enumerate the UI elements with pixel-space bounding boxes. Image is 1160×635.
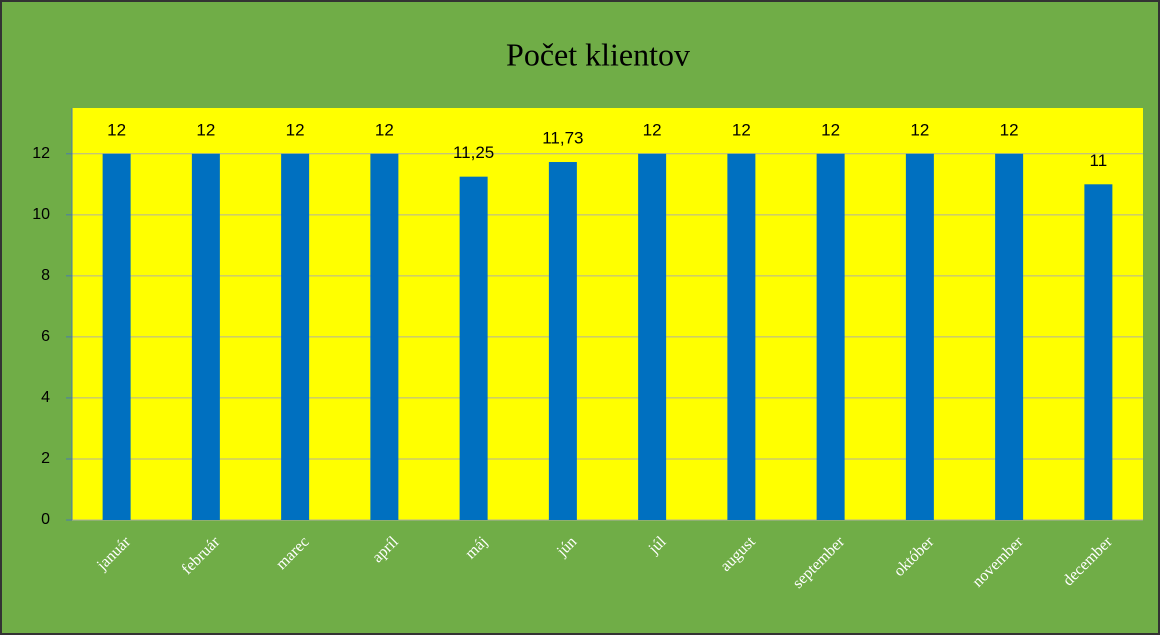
data-label: 11 [1090, 151, 1108, 170]
data-label: 12 [375, 120, 394, 139]
data-label: 12 [286, 120, 305, 139]
data-label: 12 [821, 120, 840, 139]
plot-area [72, 108, 1143, 520]
bar [816, 153, 845, 520]
data-label: 12 [107, 120, 126, 139]
data-label: 12 [1000, 120, 1019, 139]
data-label: 11,25 [453, 143, 494, 162]
data-label: 11,73 [542, 129, 583, 148]
bar [459, 176, 488, 520]
y-tick-label: 4 [41, 389, 50, 406]
y-tick-label: 8 [41, 267, 50, 284]
bar [191, 153, 220, 520]
bar [548, 162, 577, 521]
data-label: 12 [196, 120, 215, 139]
bar [995, 153, 1024, 520]
y-tick-label: 2 [41, 450, 50, 467]
y-tick-label: 6 [41, 328, 50, 345]
bar [281, 153, 310, 520]
bar [370, 153, 399, 520]
y-tick-label: 12 [32, 145, 50, 162]
bar [102, 153, 131, 520]
data-label: 12 [643, 120, 662, 139]
data-label: 12 [732, 120, 751, 139]
y-tick-label: 0 [41, 511, 50, 528]
bar [1084, 184, 1113, 520]
chart-title: Počet klientov [506, 36, 690, 72]
y-tick-label: 10 [32, 206, 50, 223]
bar [905, 153, 934, 520]
bar [638, 153, 667, 520]
bar [727, 153, 756, 520]
data-label: 12 [910, 120, 929, 139]
